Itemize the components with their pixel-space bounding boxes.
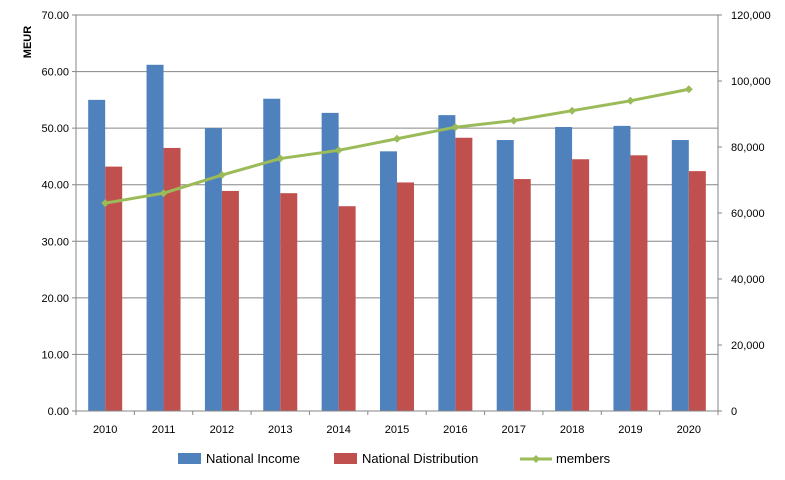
line-point — [276, 154, 285, 163]
y2-tick-label: 0 — [731, 406, 737, 418]
line-point — [101, 199, 110, 208]
y-tick-label: 10.00 — [41, 349, 69, 361]
x-tick-label: 2012 — [210, 424, 234, 436]
legend: National Income National Distribution memb… — [178, 451, 611, 466]
bar — [105, 166, 123, 411]
x-tick-label: 2014 — [326, 424, 350, 436]
y2-tick-label: 120,000 — [731, 10, 771, 22]
bar — [88, 99, 106, 411]
y2-tick-label: 20,000 — [731, 340, 765, 352]
y-axis-title: MEUR — [22, 26, 34, 58]
bar-series — [88, 64, 706, 412]
line-point — [451, 123, 460, 132]
line-point — [393, 134, 401, 143]
x-tick-label: 2017 — [501, 424, 525, 436]
line-point — [159, 189, 168, 198]
line-point — [568, 106, 577, 115]
bar — [455, 137, 473, 411]
x-tick-label: 2020 — [677, 424, 701, 436]
y-tick-label: 60.00 — [41, 67, 69, 79]
y-tick-label: 70.00 — [41, 10, 69, 22]
x-tick-label: 2019 — [618, 424, 642, 436]
bar — [513, 179, 531, 411]
bar — [380, 151, 397, 411]
bar — [338, 206, 356, 411]
x-tick-label: 2018 — [560, 424, 584, 436]
bar — [263, 98, 281, 412]
y-tick-label: 20.00 — [41, 293, 69, 305]
y2-tick-label: 40,000 — [731, 274, 765, 286]
legend-marker — [532, 455, 540, 463]
bar — [688, 171, 706, 411]
x-tick-label: 2011 — [152, 424, 176, 436]
legend-label: National Distribution — [362, 451, 478, 466]
line-point — [334, 146, 343, 155]
legend-label: members — [556, 451, 611, 466]
bar — [630, 155, 648, 411]
line-point — [509, 116, 518, 125]
bar — [671, 140, 689, 411]
line-point — [217, 171, 226, 180]
legend-swatch — [178, 453, 201, 464]
plot-area-frame — [75, 14, 719, 412]
y2-tick-label: 80,000 — [731, 142, 765, 154]
y-tick-label: 40.00 — [41, 180, 69, 192]
bar — [280, 193, 298, 411]
y-tick-label: 0.00 — [48, 406, 69, 418]
y2-tick-label: 100,000 — [731, 76, 771, 88]
line-point — [626, 96, 635, 105]
legend-swatch — [334, 453, 357, 464]
bar — [146, 64, 164, 411]
x-tick-label: 2015 — [385, 424, 409, 436]
y-tick-label: 50.00 — [41, 123, 69, 135]
bar — [438, 115, 456, 411]
bar — [555, 127, 573, 412]
bar — [572, 159, 590, 411]
line-point — [684, 85, 693, 94]
bar — [321, 112, 339, 412]
bar — [496, 140, 514, 411]
x-tick-label: 2010 — [93, 424, 117, 436]
axis-tick-labels: 0.00 10.00 20.00 30.00 40.00 50.00 60.00 70.00 0… — [41, 10, 770, 436]
legend-label: National Income — [206, 451, 300, 466]
y-tick-label: 30.00 — [41, 236, 69, 248]
bar — [397, 182, 414, 411]
bar — [221, 190, 239, 411]
x-tick-label: 2016 — [443, 424, 467, 436]
y2-tick-label: 60,000 — [731, 208, 765, 220]
line-series — [101, 85, 693, 208]
bar — [613, 125, 631, 411]
x-tick-label: 2013 — [268, 424, 292, 436]
bar — [163, 147, 181, 411]
bar — [204, 128, 222, 411]
